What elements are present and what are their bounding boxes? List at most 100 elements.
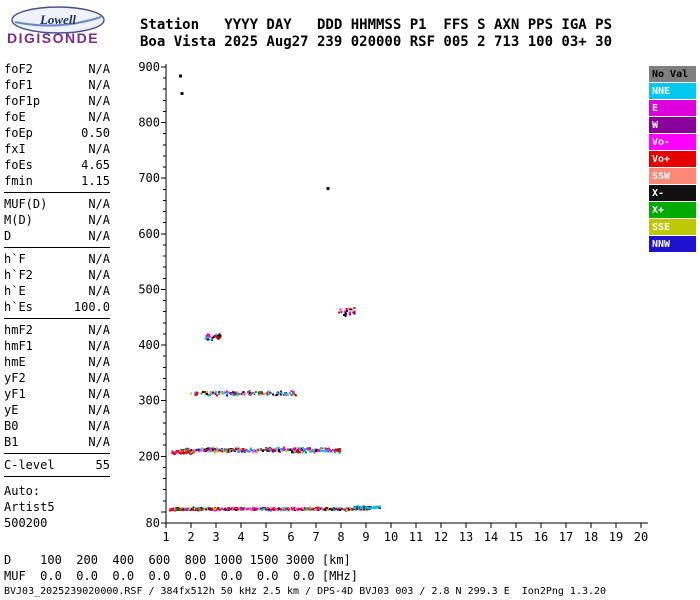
legend-item-vo-: Vo- [649, 134, 696, 151]
x-tick-label: 11 [409, 530, 423, 544]
parameter-row: foEp 0.50 [4, 125, 110, 141]
x-tick-label: 18 [584, 530, 598, 544]
parameter-row: fxI N/A [4, 141, 110, 157]
parameter-label: MUF(D) [4, 197, 48, 211]
parameter-value: N/A [88, 197, 110, 211]
parameter-divider [4, 318, 110, 319]
parameter-value: N/A [88, 142, 110, 156]
parameter-label: B0 [4, 419, 19, 433]
x-tick-label: 5 [262, 530, 269, 544]
parameter-row: C-level 55 [4, 457, 110, 473]
parameter-row: hmE N/A [4, 354, 110, 370]
parameter-divider [4, 192, 110, 193]
parameter-row: h`E N/A [4, 283, 110, 299]
y-tick-label: 900 [138, 60, 160, 74]
parameter-value: N/A [88, 339, 110, 353]
parameter-value: N/A [88, 78, 110, 92]
x-tick-label: 1 [162, 530, 169, 544]
parameter-label: hmE [4, 355, 26, 369]
file-info-line: BVJ03_2025239020000.RSF / 384fx512h 50 k… [4, 586, 607, 597]
echo-color-legend: No Val NNE E W Vo- Vo+ SSW X- X+ SSE NNW [649, 66, 696, 253]
parameter-row: M(D) N/A [4, 212, 110, 228]
parameter-row: foF1p N/A [4, 93, 110, 109]
parameter-row: hmF1 N/A [4, 338, 110, 354]
parameter-row: yE N/A [4, 402, 110, 418]
parameter-label: D [4, 229, 12, 243]
parameter-value: N/A [88, 110, 110, 124]
x-tick-label: 15 [509, 530, 523, 544]
legend-item-x-: X- [649, 185, 696, 202]
parameter-row: MUF(D) N/A [4, 196, 110, 212]
parameter-value: N/A [88, 284, 110, 298]
parameter-row: B0 N/A [4, 418, 110, 434]
station-header-labels: Station YYYY DAY DDD HHMMSS P1 FFS S AXN… [140, 17, 613, 33]
d-distance-row: D 100 200 400 600 800 1000 1500 3000 [km… [4, 553, 351, 567]
y-tick-label: 600 [138, 227, 160, 241]
x-tick-label: 4 [237, 530, 244, 544]
legend-item-no-val: No Val [649, 66, 696, 83]
parameter-row: foE N/A [4, 109, 110, 125]
isolated-echo-points [178, 74, 330, 191]
parameter-label: foEs [4, 158, 33, 172]
x-tick-label: 17 [559, 530, 573, 544]
legend-item-sse: SSE [649, 219, 696, 236]
parameter-label: yE [4, 403, 19, 417]
parameter-value: N/A [88, 94, 110, 108]
parameter-label: h`Es [4, 300, 33, 314]
digisonde-wordmark: DIGISONDE [7, 30, 100, 46]
parameter-value: 100.0 [73, 300, 110, 314]
parameter-row: yF2 N/A [4, 370, 110, 386]
parameter-panel: foF2 N/A foF1 N/A foF1p N/A foE N/A foEp 0.50 fxI N… [4, 61, 110, 531]
parameter-value: N/A [88, 323, 110, 337]
x-tick-label: 16 [534, 530, 548, 544]
parameter-value: 55 [95, 458, 110, 472]
parameter-value: N/A [88, 62, 110, 76]
parameter-label: B1 [4, 435, 19, 449]
parameter-value: N/A [88, 229, 110, 243]
x-tick-label: 3 [212, 530, 219, 544]
parameter-label: h`F2 [4, 268, 33, 282]
legend-item-e: E [649, 100, 696, 117]
axes [161, 64, 648, 528]
lowell-wordmark: Lowell [39, 12, 76, 27]
parameter-label: yF1 [4, 387, 26, 401]
parameter-row: h`F N/A [4, 251, 110, 267]
parameter-label: hmF1 [4, 339, 33, 353]
parameter-row: D N/A [4, 228, 110, 244]
lowell-logo-ellipse: Lowell [11, 6, 105, 34]
parameter-value: N/A [88, 403, 110, 417]
echo-band-es-trace-main [173, 506, 372, 512]
parameter-divider [4, 453, 110, 454]
x-tick-label: 12 [434, 530, 448, 544]
echo-band-es-trace-x-tail [353, 505, 382, 510]
legend-item-nnw: NNW [649, 236, 696, 253]
parameter-label: M(D) [4, 213, 33, 227]
x-tick-label: 13 [459, 530, 473, 544]
y-tick-label: 200 [138, 449, 160, 463]
parameter-value: N/A [88, 387, 110, 401]
parameter-row: foF2 N/A [4, 61, 110, 77]
y-tick-label: 80 [146, 516, 160, 530]
x-tick-label: 20 [634, 530, 648, 544]
parameter-label: h`E [4, 284, 26, 298]
parameter-label: foE [4, 110, 26, 124]
parameter-value: N/A [88, 355, 110, 369]
autoscaling-info-line: Artist5 [4, 500, 55, 514]
parameter-row: hmF2 N/A [4, 322, 110, 338]
parameter-label: hmF2 [4, 323, 33, 337]
echo-band-second-hop-main [180, 446, 342, 454]
parameter-row: B1 N/A [4, 434, 110, 450]
parameter-value: 4.65 [81, 158, 110, 172]
parameter-label: C-level [4, 458, 55, 472]
parameter-label: fxI [4, 142, 26, 156]
x-tick-label: 9 [362, 530, 369, 544]
parameter-label: foEp [4, 126, 33, 140]
legend-item-ssw: SSW [649, 168, 696, 185]
parameter-divider [4, 247, 110, 248]
parameter-label: foF2 [4, 62, 33, 76]
parameter-value: N/A [88, 371, 110, 385]
parameter-row: foEs 4.65 [4, 157, 110, 173]
muf-row: MUF 0.0 0.0 0.0 0.0 0.0 0.0 0.0 0.0 [MHz… [4, 569, 359, 583]
parameter-label: foF1p [4, 94, 41, 108]
echo-band-spread-cluster-460 [338, 306, 356, 317]
